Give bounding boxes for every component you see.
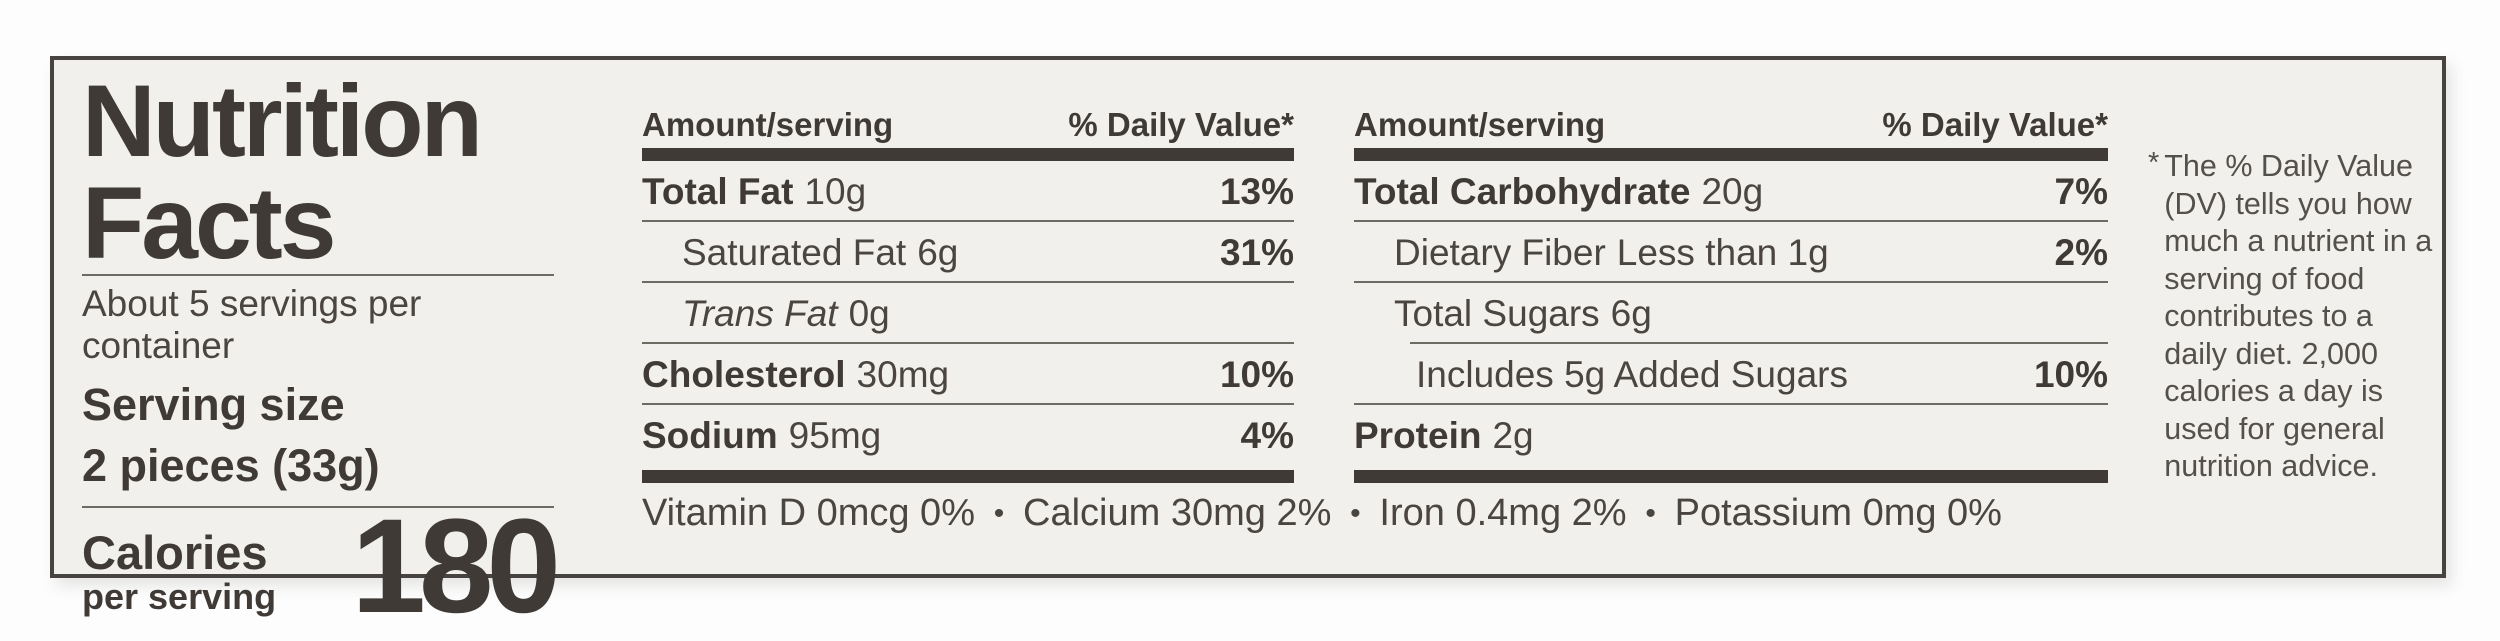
panel1-header: Amount/serving % Daily Value* (642, 104, 1294, 144)
micronutrient-vitamin-d: Vitamin D 0mcg 0% (642, 492, 975, 534)
calories-sublabel: per serving (82, 576, 277, 617)
divider (82, 506, 554, 508)
bullet-separator: • (1645, 496, 1656, 530)
row-divider (1354, 403, 2108, 405)
servings-per-container: About 5 servings per container (82, 283, 422, 366)
nutrient-name: Dietary Fiber (1394, 231, 1606, 273)
micronutrient-iron: Iron 0.4mg 2% (1379, 492, 1627, 534)
daily-value: 4% (1240, 414, 1294, 456)
daily-value: 10% (2033, 353, 2108, 395)
nutrient-row-trans-fat: Trans Fat 0g (642, 283, 1294, 344)
daily-value: 7% (2054, 170, 2108, 212)
title-line-1: Nutrition (82, 64, 483, 178)
daily-value-header: % Daily Value* (1882, 106, 2108, 143)
nutrient-panel-1: Amount/serving % Daily Value* Total Fat … (642, 60, 1294, 483)
daily-value: 2% (2054, 231, 2108, 273)
nutrient-amount: 30mg (856, 353, 950, 395)
nutrient-amount: 2g (1492, 414, 1534, 456)
asterisk-marker: * (2148, 147, 2160, 179)
nutrient-name: Total Fat (642, 170, 794, 212)
thick-rule (1354, 148, 2108, 161)
nutrient-row-saturated-fat: Saturated Fat 6g 31% (642, 222, 1294, 283)
thick-rule (1354, 470, 2108, 483)
panel2-header: Amount/serving % Daily Value* (1354, 104, 2108, 144)
bullet-separator: • (993, 496, 1005, 530)
nutrient-row-sodium: Sodium 95mg 4% (642, 405, 1294, 466)
nutrient-name: Includes 5g Added Sugars (1416, 353, 1848, 395)
nutrient-row-total-fat: Total Fat 10g 13% (642, 161, 1294, 222)
calories-labels: Calories per serving (82, 528, 276, 620)
nutrient-amount: 10g (804, 170, 867, 212)
nutrient-row-added-sugars: Includes 5g Added Sugars 10% (1354, 344, 2108, 405)
calories-row: Calories per serving 180 (82, 492, 561, 641)
nutrient-amount: 6g (917, 231, 959, 273)
nutrient-row-dietary-fiber: Dietary Fiber Less than 1g 2% (1354, 222, 2108, 283)
row-divider (642, 281, 1294, 283)
row-divider (1354, 281, 2108, 283)
nutrition-facts-label: Nutrition Facts About 5 servings per con… (50, 56, 2446, 634)
title-block: Nutrition Facts About 5 servings per con… (82, 60, 561, 641)
nutrition-facts-title: Nutrition Facts (82, 70, 554, 274)
nutrient-name: Saturated Fat (682, 231, 907, 273)
nutrient-row-total-carbohydrate: Total Carbohydrate 20g 7% (1354, 161, 2108, 222)
divider (82, 274, 554, 276)
footnote-text: The % Daily Value (DV) tells you how muc… (2164, 149, 2433, 483)
row-divider (1354, 220, 2108, 222)
calories-label: Calories (82, 526, 268, 579)
daily-value: 13% (1219, 170, 1294, 212)
nutrient-row-protein: Protein 2g (1354, 405, 2108, 466)
nutrient-panel-2: Amount/serving % Daily Value* Total Carb… (1354, 60, 2108, 483)
amount-per-serving-header: Amount/serving (1354, 106, 1606, 143)
micronutrient-potassium: Potassium 0mg 0% (1674, 492, 2002, 534)
nutrient-name: Trans Fat (682, 292, 838, 334)
nutrient-name: Protein (1354, 414, 1482, 456)
nutrient-name: Cholesterol (642, 353, 846, 395)
nutrient-row-total-sugars: Total Sugars 6g (1354, 283, 2108, 344)
nutrient-name: Sodium (642, 414, 778, 456)
row-divider (642, 403, 1294, 405)
nutrient-row-cholesterol: Cholesterol 30mg 10% (642, 344, 1294, 405)
nutrient-name: Total Sugars (1394, 292, 1600, 334)
title-line-2: Facts (82, 166, 336, 280)
nutrient-amount: 6g (1610, 292, 1652, 334)
row-divider (1410, 342, 2108, 344)
amount-per-serving-header: Amount/serving (642, 106, 894, 143)
nutrient-name: Total Carbohydrate (1354, 170, 1691, 212)
thick-rule (642, 470, 1294, 483)
micronutrients-line: Vitamin D 0mcg 0% • Calcium 30mg 2% • Ir… (642, 492, 2002, 535)
nutrient-amount: 95mg (788, 414, 882, 456)
daily-value: 10% (1219, 353, 1294, 395)
serving-size-label: Serving size (82, 379, 345, 430)
bullet-separator: • (1350, 496, 1361, 530)
daily-value: 31% (1219, 231, 1294, 273)
daily-value-footnote: * The % Daily Value (DV) tells you how m… (2148, 147, 2440, 486)
calories-value: 180 (351, 492, 561, 641)
nutrient-amount: 0g (848, 292, 890, 334)
thick-rule (642, 148, 1294, 161)
row-divider (642, 220, 1294, 222)
micronutrient-calcium: Calcium 30mg 2% (1023, 492, 1332, 534)
serving-size-value: 2 pieces (33g) (82, 440, 380, 491)
nutrient-amount: Less than 1g (1616, 231, 1829, 273)
daily-value-header: % Daily Value* (1068, 106, 1294, 143)
nutrient-amount: 20g (1701, 170, 1764, 212)
row-divider (642, 342, 1294, 344)
